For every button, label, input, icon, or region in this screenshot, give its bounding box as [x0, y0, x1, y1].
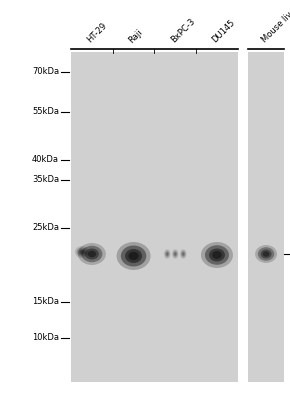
Text: DU145: DU145	[211, 18, 237, 45]
Ellipse shape	[258, 247, 274, 261]
Text: 15kDa: 15kDa	[32, 298, 59, 306]
Ellipse shape	[255, 245, 277, 263]
Ellipse shape	[166, 252, 169, 256]
Ellipse shape	[212, 251, 222, 259]
Ellipse shape	[173, 252, 177, 256]
Ellipse shape	[180, 249, 187, 259]
Text: 70kDa: 70kDa	[32, 68, 59, 76]
Ellipse shape	[125, 249, 142, 263]
Ellipse shape	[121, 246, 146, 266]
Text: 25kDa: 25kDa	[32, 224, 59, 232]
Text: 35kDa: 35kDa	[32, 176, 59, 184]
Ellipse shape	[75, 246, 89, 258]
Text: 10kDa: 10kDa	[32, 334, 59, 342]
Ellipse shape	[182, 252, 184, 256]
Ellipse shape	[181, 250, 186, 258]
Ellipse shape	[78, 243, 106, 265]
Ellipse shape	[164, 249, 171, 259]
Ellipse shape	[166, 252, 168, 256]
Ellipse shape	[209, 248, 225, 262]
Ellipse shape	[172, 249, 179, 259]
Ellipse shape	[77, 248, 87, 256]
Ellipse shape	[182, 252, 185, 256]
Ellipse shape	[201, 242, 233, 268]
Ellipse shape	[81, 246, 102, 262]
Ellipse shape	[88, 251, 96, 257]
Ellipse shape	[261, 250, 271, 258]
Text: 55kDa: 55kDa	[32, 108, 59, 116]
Text: 40kDa: 40kDa	[32, 156, 59, 164]
Ellipse shape	[205, 245, 229, 265]
Text: HT-29: HT-29	[86, 21, 109, 45]
Text: BxPC-3: BxPC-3	[169, 17, 197, 45]
Ellipse shape	[78, 249, 85, 255]
Ellipse shape	[117, 242, 151, 270]
Ellipse shape	[174, 252, 176, 256]
Ellipse shape	[128, 252, 139, 260]
Ellipse shape	[173, 250, 178, 258]
Ellipse shape	[85, 248, 99, 260]
Text: Raji: Raji	[127, 27, 145, 45]
Text: Mouse liver: Mouse liver	[260, 4, 290, 45]
Bar	[248, 52, 284, 382]
Ellipse shape	[80, 250, 84, 254]
Ellipse shape	[263, 251, 269, 257]
Bar	[71, 52, 238, 382]
Ellipse shape	[165, 250, 170, 258]
